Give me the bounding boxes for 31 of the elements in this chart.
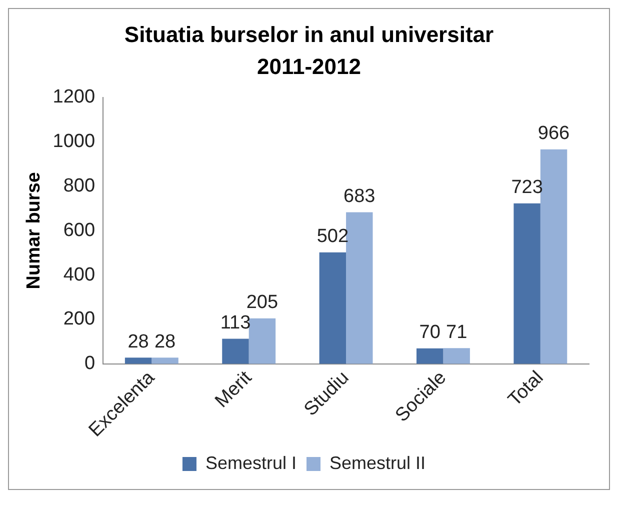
data-label: 28: [128, 331, 149, 352]
data-label: 28: [154, 331, 176, 352]
legend-label: Semestrul II: [330, 452, 426, 473]
y-tick-label: 600: [63, 220, 96, 241]
data-label: 113: [220, 312, 251, 334]
bar: [248, 318, 276, 364]
bar: [514, 203, 540, 364]
y-tick-label: 400: [63, 264, 96, 286]
bar: [416, 348, 444, 364]
bar: [222, 338, 249, 364]
chart-title: Situatia burselor in anul universitar 2011-2012: [123, 21, 495, 81]
data-label: 723: [511, 177, 543, 198]
data-label: 70: [419, 322, 440, 344]
bar: [152, 358, 178, 364]
bar: [124, 358, 152, 364]
data-label: 683: [344, 186, 376, 207]
y-tick-label: 0: [84, 353, 96, 374]
bar: [443, 348, 470, 364]
data-label: 205: [246, 292, 278, 314]
y-tick-label: 1200: [52, 86, 96, 108]
bar: [346, 212, 373, 364]
y-tick-label: 1000: [52, 131, 96, 152]
legend-label: Semestrul I: [205, 452, 296, 473]
y-tick-label: 200: [63, 308, 96, 330]
y-axis-title: Numar burse: [24, 172, 45, 290]
data-label: 502: [316, 226, 349, 248]
y-tick-label: 800: [63, 175, 96, 196]
data-label: 71: [446, 322, 468, 343]
data-label: 966: [538, 123, 570, 144]
bar: [319, 252, 346, 364]
bar: [540, 149, 568, 364]
